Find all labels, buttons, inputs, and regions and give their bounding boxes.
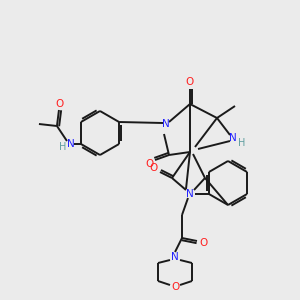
Text: O: O (56, 99, 64, 109)
Text: N: N (229, 133, 237, 143)
Text: O: O (145, 159, 153, 169)
Text: O: O (150, 163, 158, 173)
Text: H: H (238, 138, 246, 148)
Text: N: N (171, 252, 179, 262)
Text: N: N (67, 139, 75, 149)
Text: O: O (200, 238, 208, 248)
Text: O: O (186, 77, 194, 87)
Text: N: N (162, 119, 170, 129)
Text: N: N (186, 189, 194, 199)
Text: O: O (171, 282, 179, 292)
Text: H: H (59, 142, 67, 152)
